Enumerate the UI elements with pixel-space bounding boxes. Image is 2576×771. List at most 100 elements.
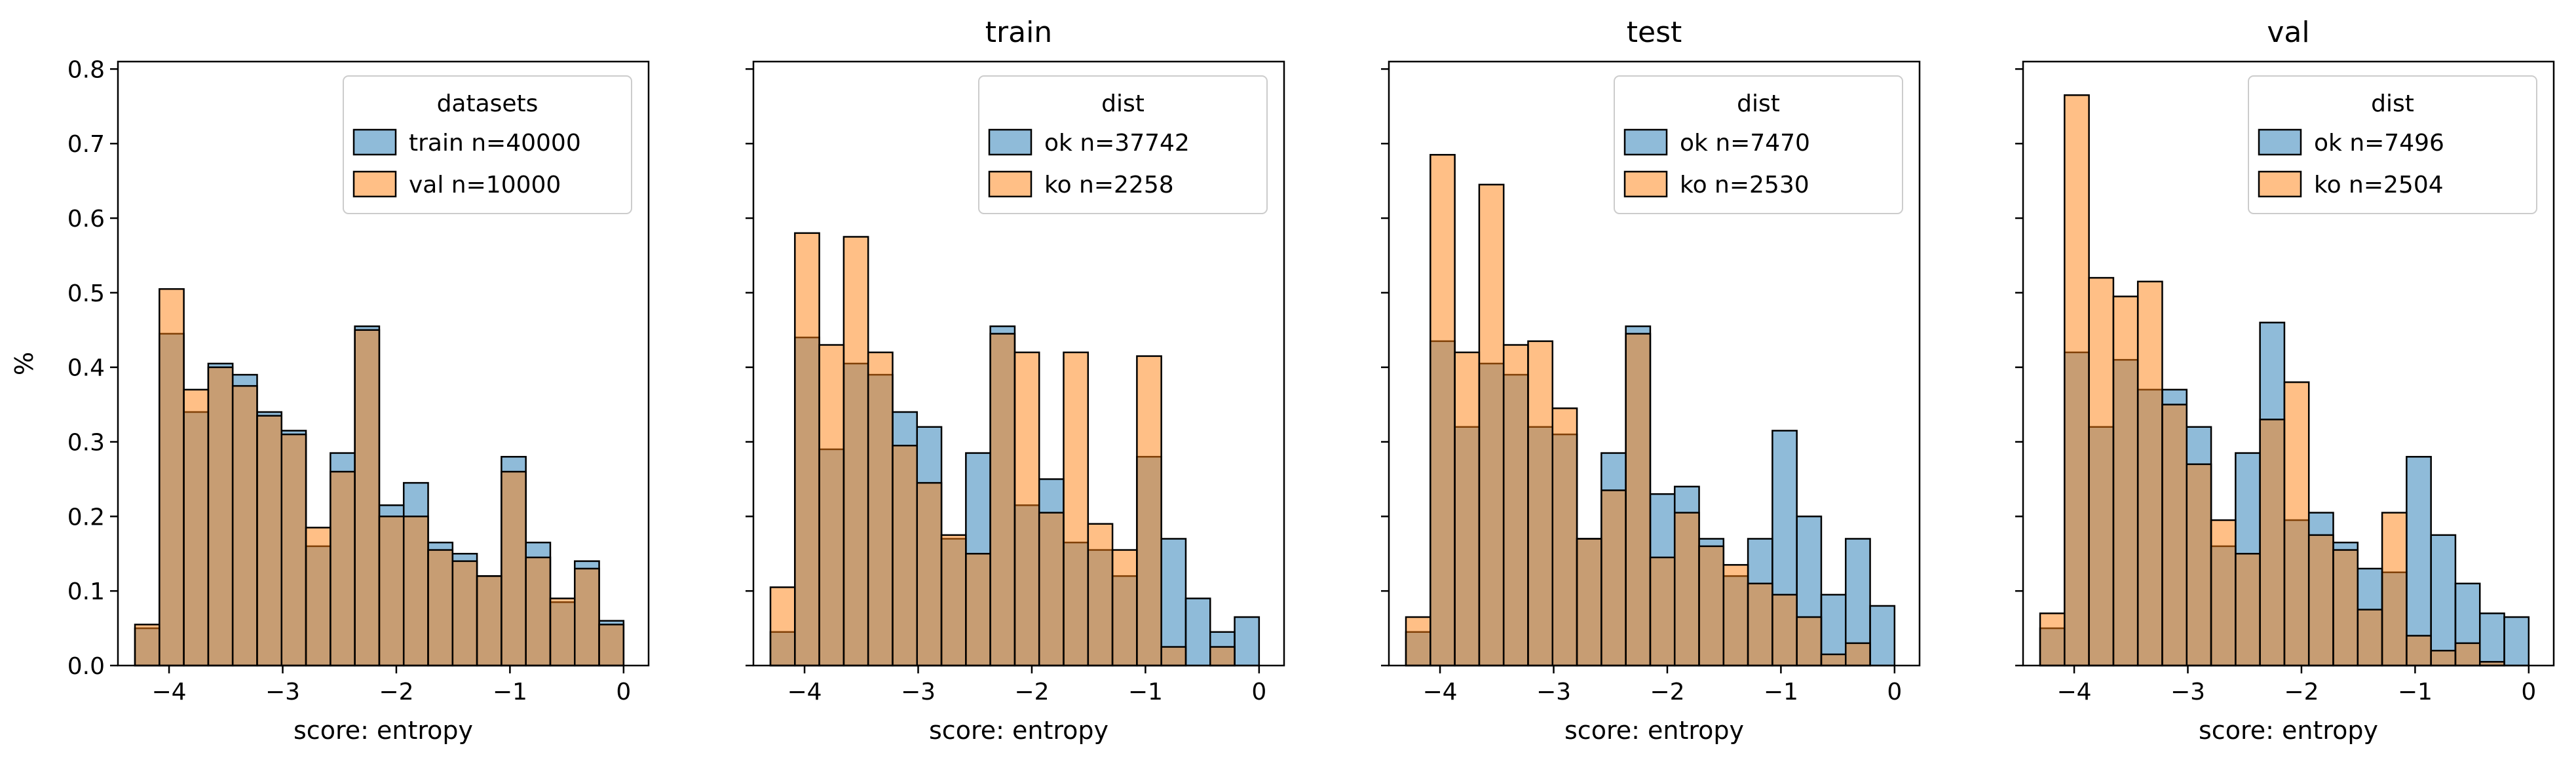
histogram-bar [1796, 616, 1823, 667]
histogram-bar [1625, 333, 1652, 667]
histogram-bar [916, 481, 943, 667]
histogram-bar [2406, 635, 2432, 667]
x-tick-label: −4 [787, 679, 822, 705]
histogram-bar [2235, 553, 2261, 667]
x-tick-label: −3 [1536, 679, 1571, 705]
y-tick-label: 0.5 [67, 280, 105, 307]
series-2-bars [1405, 154, 1871, 667]
histogram-bar [1502, 344, 1529, 667]
histogram-bar [1136, 355, 1162, 667]
histogram-bar [2136, 280, 2163, 667]
legend-label: ok n=37742 [1044, 130, 1190, 157]
axes-frame [752, 60, 1285, 667]
legend-title: datasets [437, 90, 539, 117]
subplot-title: test [1627, 16, 1682, 49]
histogram-bar [354, 329, 381, 667]
histogram-bar [1454, 351, 1481, 667]
subplot-3: −4 −3 −2 −1 0 score: entropy test dist ok n=7470… [1381, 16, 1921, 745]
histogram-bar [1184, 597, 1211, 667]
histogram-bar [1038, 512, 1065, 667]
x-tick-label: −4 [2057, 679, 2092, 705]
y-tick-label: 0.4 [67, 355, 105, 382]
histogram-bar [1430, 154, 1456, 667]
x-axis-label: score: entropy [929, 716, 1108, 745]
subplot-1: −4 −3 −2 −1 0 0.0 0.1 0.2 0.3 0.4 0.5 0.6 0.7 0.8 scor… [67, 56, 650, 745]
legend-label: ko n=2504 [2314, 172, 2444, 198]
x-tick-label: −3 [2170, 679, 2205, 705]
histogram-bar [2430, 534, 2457, 667]
histogram-bar [2039, 612, 2066, 667]
histogram-bar [207, 366, 234, 667]
legend-swatch [988, 128, 1032, 156]
x-tick-label: −2 [379, 679, 413, 705]
histogram-bar [2064, 94, 2090, 667]
series-2-bars [2039, 94, 2505, 667]
histogram-bar [2259, 419, 2286, 667]
subplot-2: −4 −3 −2 −1 0 score: entropy train dist ok n=377… [746, 16, 1285, 745]
legend: dist ok n=37742 ko n=2258 [978, 75, 1268, 214]
histogram-bar [378, 516, 405, 667]
histogram-bar [305, 527, 331, 667]
x-axis-label: score: entropy [294, 716, 473, 745]
histogram-bar [451, 560, 478, 667]
y-tick-label: 0.6 [67, 206, 105, 233]
x-axis-label: score: entropy [2199, 716, 2378, 745]
histogram-bar [549, 597, 576, 667]
y-tick-label: 0.1 [67, 578, 105, 605]
histogram-bar [1405, 616, 1431, 667]
legend: dist ok n=7470 ko n=2530 [1614, 75, 1903, 214]
legend-label: ok n=7496 [2314, 130, 2444, 157]
histogram-bar [843, 236, 869, 667]
x-axis-label: score: entropy [1564, 716, 1744, 745]
histogram-bar [818, 344, 845, 667]
histogram-bar [1551, 407, 1578, 667]
y-tick-label: 0.7 [67, 131, 105, 158]
legend-swatch [352, 128, 397, 156]
legend-swatch [352, 170, 397, 198]
histogram-bar [769, 586, 796, 667]
histogram-bar [1527, 340, 1554, 667]
x-tick-label: 0 [1887, 679, 1902, 705]
y-tick-label: 0.3 [67, 430, 105, 457]
histogram-bar [183, 388, 210, 667]
histogram-bar [2503, 616, 2530, 667]
histogram-bar [330, 470, 356, 667]
legend-swatch [1623, 170, 1668, 198]
x-tick-label: −1 [1128, 679, 1163, 705]
histogram-bar [402, 516, 429, 667]
histogram-bar [2088, 276, 2115, 667]
histogram-bar [525, 556, 552, 667]
histogram-bar [1160, 646, 1187, 667]
legend-title: dist [2371, 90, 2414, 117]
histogram-bar [2210, 519, 2237, 667]
y-tick-label: 0.8 [67, 56, 105, 83]
axes-frame [117, 60, 650, 667]
series-2-bars [134, 288, 625, 667]
histogram-bar [231, 385, 258, 667]
axes-frame [2022, 60, 2555, 667]
x-tick-label: −3 [265, 679, 300, 705]
legend-label: ko n=2530 [1680, 172, 1809, 198]
x-tick-label: −1 [1764, 679, 1798, 705]
histogram-bar [427, 549, 454, 667]
histogram-bar [598, 624, 625, 667]
x-tick-label: −2 [2284, 679, 2319, 705]
histogram-bar [867, 351, 894, 667]
histogram-bar [2332, 549, 2359, 667]
histogram-bar [1722, 564, 1749, 667]
x-tick-label: −4 [152, 679, 187, 705]
y-axis-label: % [10, 352, 39, 375]
legend-box [343, 75, 632, 214]
histogram-bar [1234, 616, 1260, 667]
histogram-bar [2430, 649, 2457, 667]
histogram-bar [2283, 381, 2310, 667]
histogram-bar [1820, 653, 1847, 667]
x-tick-label: −1 [493, 679, 527, 705]
histogram-bar [794, 232, 820, 667]
legend-label: ok n=7470 [1680, 130, 1810, 157]
histogram-bar [256, 415, 283, 667]
histogram-bar [2161, 404, 2188, 667]
legend-label: val n=10000 [409, 172, 561, 198]
